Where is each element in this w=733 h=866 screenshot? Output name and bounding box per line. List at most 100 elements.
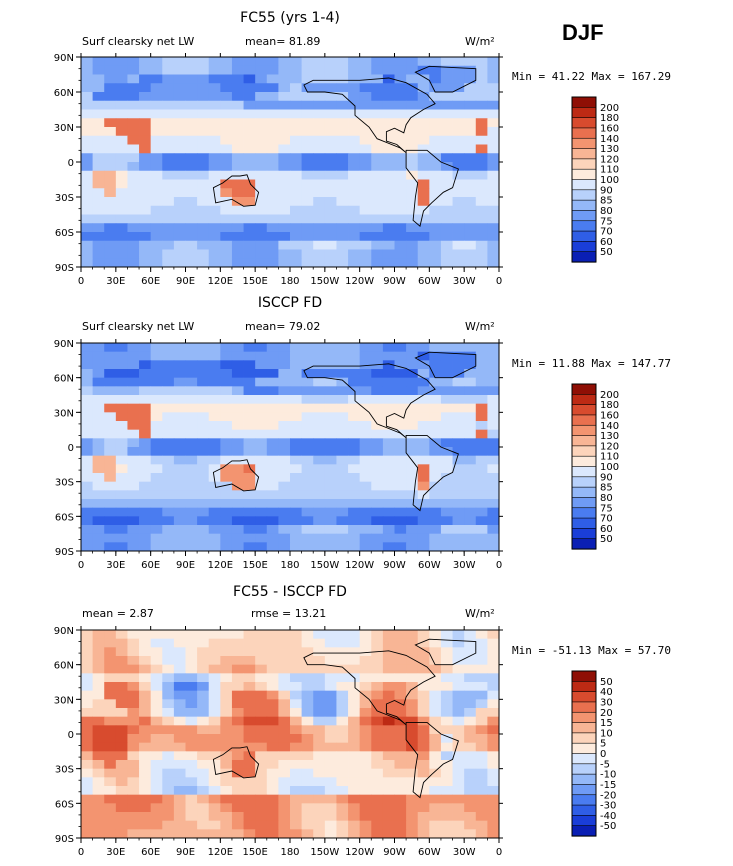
map-cell — [290, 525, 303, 535]
map-cell — [475, 438, 488, 448]
map-cell — [162, 664, 175, 674]
map-cell — [382, 109, 395, 119]
map-cell — [359, 214, 372, 224]
colorbar-box — [571, 168, 597, 181]
map-cell — [452, 197, 465, 207]
map-cell — [208, 647, 221, 657]
map-cell — [104, 74, 117, 84]
map-cell — [150, 438, 163, 448]
map-cell — [394, 786, 407, 796]
map-cell — [185, 100, 198, 110]
map-cell — [475, 343, 488, 353]
map-cell — [127, 690, 140, 700]
map-cell — [150, 249, 163, 259]
map-cell — [220, 188, 233, 198]
map-cell — [127, 386, 140, 396]
map-cell — [81, 820, 94, 830]
map-cell — [220, 83, 233, 93]
map-cell — [278, 499, 291, 509]
map-cell — [336, 829, 349, 839]
map-cell — [290, 812, 303, 822]
map-cell — [440, 205, 453, 215]
map-cell — [440, 421, 453, 431]
map-cell — [429, 214, 442, 224]
map-cell — [127, 638, 140, 648]
colorbar-box — [571, 199, 597, 212]
map-cell — [440, 395, 453, 405]
map-cell — [243, 820, 256, 830]
map-cell — [464, 820, 477, 830]
map-cell — [104, 232, 117, 242]
map-cell — [382, 533, 395, 543]
map-cell — [150, 179, 163, 189]
map-cell — [290, 647, 303, 657]
x-tick-label: 60E — [141, 276, 160, 287]
map-cell — [81, 638, 94, 648]
map-cell — [313, 162, 326, 172]
map-cell — [324, 135, 337, 145]
map-cell — [313, 742, 326, 752]
map-cell — [440, 240, 453, 250]
map-cell — [440, 249, 453, 259]
map-cell — [266, 630, 279, 640]
map-cell — [81, 525, 94, 535]
map-cell — [127, 109, 140, 119]
colorbar-label: 50 — [600, 677, 613, 688]
map-cell — [266, 240, 279, 250]
map-cell — [452, 127, 465, 137]
map-cell — [92, 473, 105, 483]
map-cell — [255, 369, 268, 379]
map-cell — [197, 734, 210, 744]
map-cell — [266, 188, 279, 198]
map-cell — [336, 429, 349, 439]
map-cell — [394, 499, 407, 509]
map-cell — [104, 647, 117, 657]
map-cell — [301, 699, 314, 709]
map-cell — [382, 682, 395, 692]
map-cell — [162, 100, 175, 110]
map-cell — [127, 664, 140, 674]
map-cell — [406, 232, 419, 242]
map-cell — [115, 786, 128, 796]
map-cell — [382, 377, 395, 387]
map-cell — [313, 240, 326, 250]
map-cell — [394, 438, 407, 448]
map-cell — [150, 57, 163, 67]
map-cell — [313, 100, 326, 110]
map-cell — [348, 734, 361, 744]
map-cell — [81, 490, 94, 500]
map-cell — [208, 144, 221, 154]
map-cell — [313, 74, 326, 84]
map-cell — [371, 673, 384, 683]
map-cell — [336, 170, 349, 180]
map-cell — [243, 343, 256, 353]
map-cell — [231, 162, 244, 172]
map-cell — [406, 699, 419, 709]
map-cell — [290, 464, 303, 474]
map-cell — [464, 455, 477, 465]
map-cell — [417, 386, 430, 396]
map-cell — [173, 179, 186, 189]
map-cell — [81, 542, 94, 552]
map-cell — [208, 360, 221, 370]
map-cell — [301, 100, 314, 110]
map-cell — [150, 638, 163, 648]
colorbar-box — [571, 753, 597, 765]
map-cell — [475, 803, 488, 813]
map-cell — [127, 742, 140, 752]
map-cell — [382, 249, 395, 259]
map-cell — [290, 412, 303, 422]
map-cell — [382, 403, 395, 413]
map-cell — [487, 57, 500, 67]
map-cell — [231, 533, 244, 543]
map-cell — [371, 179, 384, 189]
map-cell — [452, 464, 465, 474]
map-cell — [440, 638, 453, 648]
map-cell — [115, 223, 128, 233]
map-cell — [208, 630, 221, 640]
map-cell — [417, 421, 430, 431]
map-cell — [127, 786, 140, 796]
map-cell — [324, 829, 337, 839]
map-cell — [92, 481, 105, 491]
map-cell — [313, 647, 326, 657]
